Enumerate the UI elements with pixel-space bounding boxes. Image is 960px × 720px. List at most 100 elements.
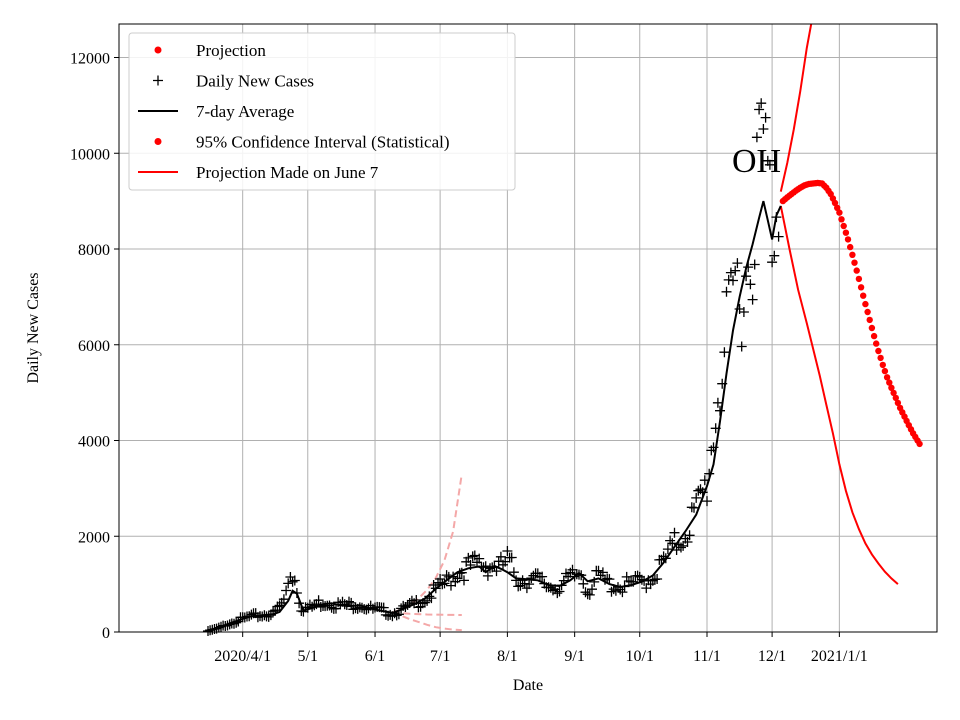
- projection-point: [857, 284, 865, 291]
- x-tick-label: 6/1: [365, 648, 385, 665]
- projection-point: [838, 216, 845, 223]
- daily-case-point: [578, 578, 589, 589]
- june-projection-lower-line: [392, 611, 462, 632]
- x-tick-label: 8/1: [497, 648, 517, 665]
- y-axis-title: Daily New Cases: [25, 272, 42, 383]
- daily-case-point: [467, 551, 478, 562]
- projection-point: [916, 440, 923, 448]
- daily-case-point: [689, 502, 699, 513]
- daily-case-point: [480, 561, 491, 572]
- projection-point: [849, 251, 856, 258]
- daily-case-point: [684, 530, 695, 541]
- daily-case-point: [426, 593, 437, 604]
- daily-case-point: [506, 552, 517, 563]
- legend-dot-marker: [154, 138, 162, 145]
- projection-point: [892, 394, 899, 402]
- daily-case-point: [495, 551, 506, 562]
- projection-point: [862, 300, 869, 308]
- legend-label: 95% Confidence Interval (Statistical): [196, 133, 450, 152]
- projection-point: [851, 259, 858, 266]
- projection-point: [855, 275, 863, 283]
- projection-point: [842, 229, 850, 236]
- daily-case-point: [521, 583, 532, 594]
- daily-case-point: [463, 552, 474, 563]
- seven-day-average-series: [207, 200, 782, 632]
- daily-case-point: [760, 112, 771, 123]
- daily-case-point: [567, 564, 578, 575]
- daily-case-point: [263, 611, 274, 622]
- daily-case-point: [554, 586, 565, 597]
- daily-case-point: [662, 544, 673, 555]
- legend-dot-marker: [154, 46, 162, 54]
- daily-case-point: [500, 556, 511, 567]
- daily-case-point: [617, 587, 628, 598]
- confidence-lower-line: [779, 205, 899, 585]
- y-tick-label: 6000: [78, 338, 110, 355]
- daily-case-point: [515, 580, 526, 591]
- daily-case-point: [712, 397, 723, 408]
- x-axis-title: Date: [513, 677, 543, 694]
- daily-case-point: [406, 595, 417, 606]
- projection-point: [860, 292, 867, 299]
- daily-case-point: [524, 579, 535, 590]
- daily-case-point: [502, 546, 513, 556]
- daily-case-point: [621, 571, 632, 582]
- daily-case-point: [641, 583, 652, 594]
- y-tick-label: 0: [102, 625, 110, 642]
- plot-frame: [118, 23, 938, 633]
- x-tick-label: 9/1: [564, 648, 584, 665]
- projection-point: [831, 199, 839, 207]
- daily-case-point: [344, 596, 354, 607]
- legend-label: Projection Made on June 7: [196, 163, 379, 182]
- projection-point: [883, 374, 891, 381]
- projection-point: [879, 361, 886, 369]
- daily-case-point: [751, 132, 762, 143]
- daily-case-point: [587, 584, 597, 595]
- daily-case-point: [537, 571, 548, 582]
- daily-case-point: [769, 250, 780, 261]
- projection-point: [866, 316, 873, 324]
- projection-point: [853, 267, 860, 274]
- projection-point: [881, 367, 889, 375]
- projection-point: [868, 324, 876, 332]
- daily-case-point: [749, 259, 760, 270]
- legend-plus-marker: [153, 75, 163, 86]
- daily-case-point: [281, 585, 292, 596]
- x-tick-label: 12/1: [758, 648, 786, 665]
- daily-case-point: [552, 588, 563, 599]
- daily-case-point: [758, 124, 769, 134]
- y-axis-ticks: 0 2000 4000 6000 8000 10000 12000: [70, 51, 119, 642]
- daily-case-point: [754, 104, 765, 115]
- daily-case-point: [756, 98, 767, 109]
- state-annotation: OH: [732, 143, 781, 180]
- projection-point: [864, 308, 871, 316]
- daily-case-point: [287, 576, 298, 587]
- seven-day-average-line: [207, 200, 782, 632]
- daily-case-point: [647, 575, 658, 586]
- x-tick-label: 5/1: [298, 648, 318, 665]
- projection-point: [870, 332, 878, 340]
- projection-point: [888, 384, 895, 391]
- daily-case-point: [459, 575, 469, 586]
- daily-case-point: [738, 307, 749, 317]
- y-tick-label: 12000: [70, 51, 110, 68]
- daily-case-point: [730, 265, 741, 276]
- daily-case-point: [597, 567, 608, 578]
- daily-case-point: [691, 492, 702, 503]
- y-tick-label: 10000: [70, 146, 110, 163]
- projection-point: [886, 379, 893, 386]
- daily-case-point: [584, 589, 595, 600]
- daily-case-point: [274, 600, 285, 611]
- daily-case-point: [604, 574, 615, 585]
- daily-case-point: [623, 576, 634, 586]
- daily-case-point: [747, 294, 758, 305]
- legend: Projection Daily New Cases 7-day Average 95…: [128, 32, 516, 191]
- x-tick-label: 2021/1/1: [811, 648, 868, 665]
- daily-case-point: [474, 553, 485, 564]
- june-projection-upper-line: [392, 473, 463, 614]
- x-tick-label: 7/1: [430, 648, 450, 665]
- projection-point: [836, 209, 843, 216]
- daily-case-point: [669, 527, 680, 538]
- projection-point: [840, 222, 847, 230]
- daily-case-point: [582, 589, 593, 600]
